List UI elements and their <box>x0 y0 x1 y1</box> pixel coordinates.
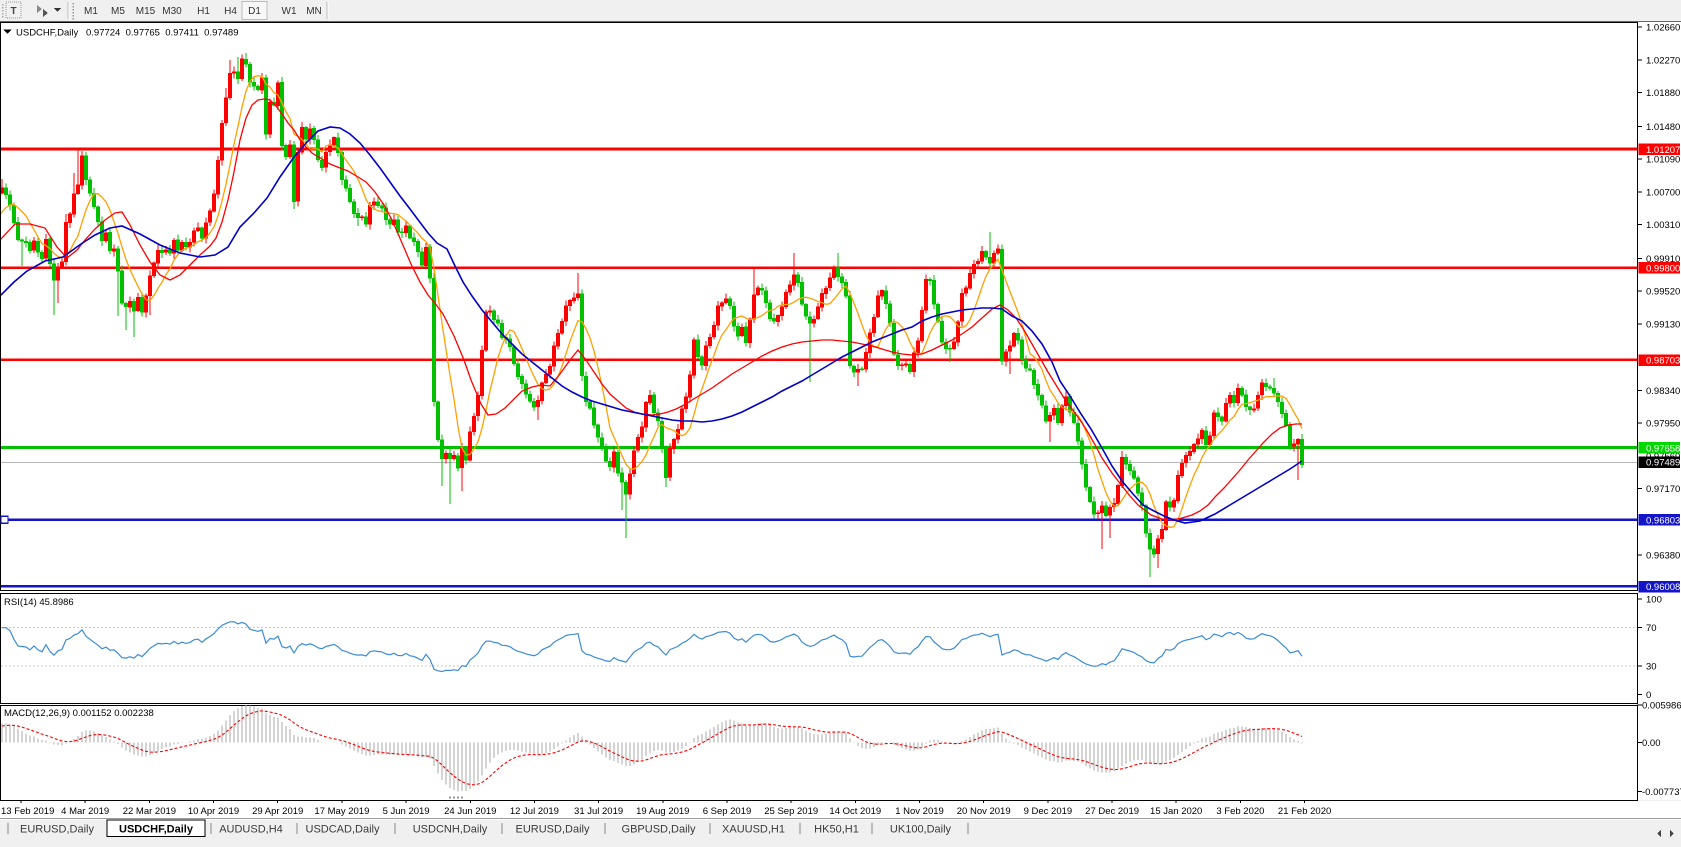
svg-text:9 Dec 2019: 9 Dec 2019 <box>1024 806 1073 817</box>
svg-text:20 Nov 2019: 20 Nov 2019 <box>957 806 1011 817</box>
svg-text:4 Mar 2019: 4 Mar 2019 <box>61 806 109 817</box>
svg-text:13 Feb 2019: 13 Feb 2019 <box>1 806 54 817</box>
svg-text:M1: M1 <box>84 6 98 17</box>
svg-text:0.99800: 0.99800 <box>1646 263 1680 274</box>
svg-text:HK50,H1: HK50,H1 <box>814 824 859 836</box>
svg-text:70: 70 <box>1646 623 1657 634</box>
svg-text:0.005986: 0.005986 <box>1642 700 1681 711</box>
svg-text:1.01880: 1.01880 <box>1646 88 1680 99</box>
svg-text:100: 100 <box>1646 595 1662 606</box>
svg-text:24 Jun 2019: 24 Jun 2019 <box>444 806 496 817</box>
svg-text:0.98703: 0.98703 <box>1646 356 1680 367</box>
svg-text:29 Apr 2019: 29 Apr 2019 <box>252 806 303 817</box>
svg-text:21 Feb 2020: 21 Feb 2020 <box>1278 806 1331 817</box>
svg-text:0.97489: 0.97489 <box>1646 458 1680 469</box>
svg-text:12 Jul 2019: 12 Jul 2019 <box>510 806 559 817</box>
svg-text:0.96008: 0.96008 <box>1646 582 1680 593</box>
svg-text:19 Aug 2019: 19 Aug 2019 <box>636 806 689 817</box>
svg-text:H4: H4 <box>224 6 237 17</box>
svg-text:M15: M15 <box>136 6 156 17</box>
svg-text:-0.007737: -0.007737 <box>1642 787 1681 798</box>
svg-text:27 Dec 2019: 27 Dec 2019 <box>1085 806 1139 817</box>
svg-text:1 Nov 2019: 1 Nov 2019 <box>895 806 944 817</box>
svg-text:AUDUSD,H4: AUDUSD,H4 <box>219 824 283 836</box>
svg-text:0.00: 0.00 <box>1642 738 1661 749</box>
svg-text:W1: W1 <box>282 6 297 17</box>
svg-text:0.99910: 0.99910 <box>1646 254 1680 265</box>
svg-text:0.97950: 0.97950 <box>1646 419 1680 430</box>
svg-text:1.00700: 1.00700 <box>1646 187 1680 198</box>
svg-text:M5: M5 <box>111 6 125 17</box>
svg-text:31 Jul 2019: 31 Jul 2019 <box>574 806 623 817</box>
svg-text:RSI(14) 45.8986: RSI(14) 45.8986 <box>4 597 74 608</box>
svg-text:USDCAD,Daily: USDCAD,Daily <box>306 824 380 836</box>
svg-text:USDCHF,Daily: USDCHF,Daily <box>16 28 79 39</box>
svg-text:15 Jan 2020: 15 Jan 2020 <box>1150 806 1202 817</box>
svg-text:EURUSD,Daily: EURUSD,Daily <box>516 824 590 836</box>
svg-text:3 Feb 2020: 3 Feb 2020 <box>1216 806 1264 817</box>
svg-text:22 Mar 2019: 22 Mar 2019 <box>123 806 176 817</box>
svg-text:0.96380: 0.96380 <box>1646 551 1680 562</box>
svg-text:17 May 2019: 17 May 2019 <box>314 806 369 817</box>
svg-text:0.97658: 0.97658 <box>1646 443 1680 454</box>
svg-text:25 Sep 2019: 25 Sep 2019 <box>764 806 818 817</box>
svg-text:USDCHF,Daily: USDCHF,Daily <box>119 824 194 836</box>
svg-text:0: 0 <box>1646 690 1651 701</box>
svg-text:MN: MN <box>306 6 322 17</box>
svg-text:0.99130: 0.99130 <box>1646 319 1680 330</box>
svg-text:0.97724 0.97765 0.97411 0.9: 0.97724 0.97765 0.97411 0.97489 <box>86 28 239 39</box>
svg-text:XAUUSD,H1: XAUUSD,H1 <box>722 824 785 836</box>
svg-text:0.98340: 0.98340 <box>1646 386 1680 397</box>
svg-text:1.00310: 1.00310 <box>1646 220 1680 231</box>
svg-text:1.01207: 1.01207 <box>1646 145 1680 156</box>
svg-text:D1: D1 <box>248 6 261 17</box>
svg-text:USDCNH,Daily: USDCNH,Daily <box>413 824 488 836</box>
svg-text:0.97170: 0.97170 <box>1646 484 1680 495</box>
svg-text:M30: M30 <box>162 6 182 17</box>
svg-text:EURUSD,Daily: EURUSD,Daily <box>20 824 94 836</box>
svg-text:30: 30 <box>1646 661 1657 672</box>
svg-text:1.02660: 1.02660 <box>1646 23 1680 34</box>
svg-text:0.96803: 0.96803 <box>1646 515 1680 526</box>
svg-text:10 Apr 2019: 10 Apr 2019 <box>188 806 239 817</box>
svg-text:6 Sep 2019: 6 Sep 2019 <box>703 806 752 817</box>
svg-text:GBPUSD,Daily: GBPUSD,Daily <box>622 824 696 836</box>
svg-text:UK100,Daily: UK100,Daily <box>890 824 952 836</box>
svg-text:T: T <box>10 6 16 17</box>
svg-text:1.01090: 1.01090 <box>1646 155 1680 166</box>
svg-text:MACD(12,26,9) 0.001152 0.00223: MACD(12,26,9) 0.001152 0.002238 <box>4 708 154 719</box>
svg-text:5 Jun 2019: 5 Jun 2019 <box>383 806 430 817</box>
svg-text:1.02270: 1.02270 <box>1646 55 1680 66</box>
svg-text:H1: H1 <box>197 6 210 17</box>
svg-text:1.01480: 1.01480 <box>1646 122 1680 133</box>
svg-text:0.99520: 0.99520 <box>1646 287 1680 298</box>
svg-text:14 Oct 2019: 14 Oct 2019 <box>829 806 881 817</box>
